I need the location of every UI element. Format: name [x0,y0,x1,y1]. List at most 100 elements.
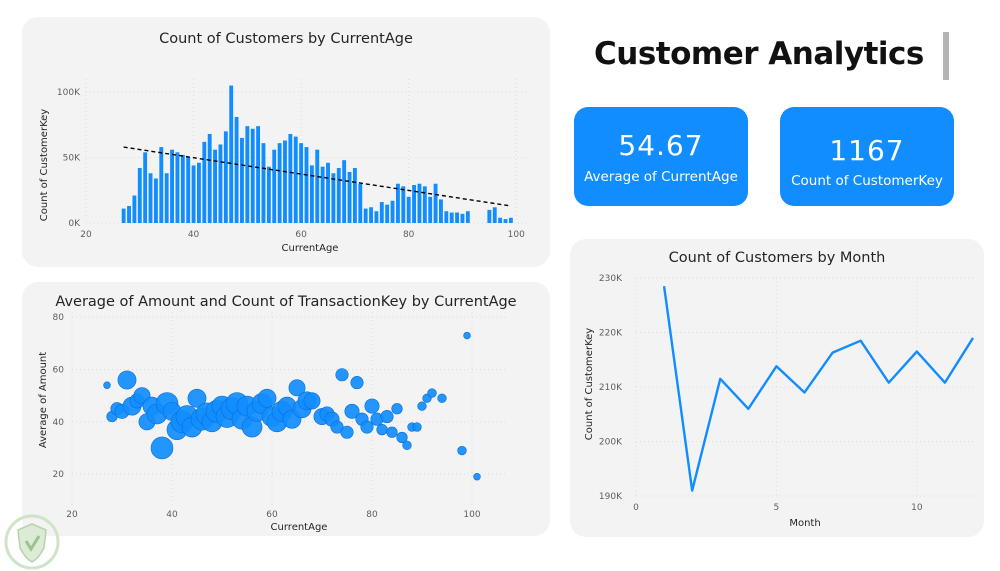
histogram-bar [213,149,218,223]
amount-scatter-title: Average of Amount and Count of Transacti… [55,294,517,310]
histogram-bar [369,207,373,223]
amount-scatter-ylabel: Average of Amount [38,352,49,448]
y-tick-label: 80 [53,313,65,323]
y-tick-label: 60 [53,366,65,376]
histogram-bar [256,126,261,223]
histogram-bar [315,149,320,223]
histogram-bar [164,173,169,223]
month-line-card: Count of Customers by Month Count of Cus… [570,239,984,537]
y-tick-label: 230K [599,274,623,284]
histogram-bar [326,162,330,223]
histogram-bar [250,128,255,223]
histogram-bar [245,126,250,223]
histogram-bar [121,208,126,223]
scatter-point [344,403,360,419]
scatter-point [288,379,306,397]
histogram-bar [127,205,131,223]
histogram-bar [320,166,325,223]
kpi-average-age-label: Average of CurrentAge [584,169,738,185]
y-tick-label: 0K [68,219,81,229]
histogram-bar [170,149,174,223]
histogram-bar [487,209,492,223]
x-tick-label: 80 [403,230,415,240]
y-tick-label: 220K [599,329,623,339]
scatter-point [376,424,388,436]
histogram-bar [309,165,314,223]
amount-scatter-chart[interactable]: Average of Amount CurrentAge 20 40 60 80 20 4… [22,282,550,536]
scatter-point [391,403,403,415]
month-line-chart[interactable]: Count of CustomerKey Month 190K 200K 210K 2… [570,239,984,537]
histogram-bar [336,168,341,223]
scatter-point [187,388,207,408]
page-title: Customer Analytics [594,36,924,72]
histogram-bar [186,157,191,223]
histogram-bar [444,211,449,223]
histogram-bar [433,183,438,223]
histogram-bar [406,196,411,223]
histogram-bar [412,185,416,223]
histogram-bar [175,152,180,223]
month-line-xlabel: Month [789,518,820,529]
histogram-bar [283,140,287,223]
kpi-average-age-card[interactable]: 54.67 Average of CurrentAge [574,107,748,206]
y-tick-label: 40 [53,418,65,428]
histogram-bar [288,133,293,223]
histogram-bar [202,141,207,223]
histogram-bar [299,143,304,223]
histogram-bar [401,186,406,223]
y-tick-label: 100K [57,88,81,98]
scatter-point [103,381,111,389]
histogram-bar [449,212,454,223]
scatter-point [150,436,174,460]
kpi-customer-count-label: Count of CustomerKey [791,173,943,189]
histogram-bar [137,168,142,223]
age-histogram-title: Count of Customers by CurrentAge [159,31,413,47]
scatter-point [473,473,481,481]
kpi-customer-count-card[interactable]: 1167 Count of CustomerKey [780,107,954,206]
histogram-bar [358,183,363,223]
x-tick-label: 0 [633,503,639,513]
histogram-bar [422,186,427,223]
histogram-bar [277,143,282,223]
age-histogram-chart[interactable]: Count of CustomerKey CurrentAge 0K 50K 100… [22,17,550,267]
histogram-bar [132,195,137,223]
amount-scatter-card: Average of Amount and Count of Transacti… [22,282,550,536]
scatter-point [117,370,137,390]
kpi-average-age-value: 54.67 [618,129,704,162]
y-tick-label: 50K [63,154,81,164]
x-tick-label: 40 [166,510,178,520]
title-divider [943,32,949,80]
scatter-point [396,431,408,444]
histogram-bar [293,136,298,223]
scatter-point [463,331,471,340]
x-tick-label: 10 [911,503,923,513]
histogram-bar [428,196,433,223]
histogram-bar [207,133,212,223]
histogram-bar [304,147,309,223]
histogram-bar [331,173,336,223]
histogram-bar [503,219,508,223]
histogram-bar [261,143,266,223]
histogram-bar [379,202,384,223]
y-tick-label: 210K [599,383,623,393]
scatter-point [364,398,380,414]
scatter-point [257,388,277,408]
histogram-bar [266,166,271,223]
scatter-point [457,445,467,456]
histogram-bar [439,199,443,223]
amount-scatter-xlabel: CurrentAge [271,522,328,533]
x-tick-label: 5 [774,503,780,513]
histogram-bar [234,116,239,223]
series-line [662,286,975,492]
histogram-bar [390,200,395,223]
histogram-bar [395,183,400,223]
histogram-bar [347,171,352,223]
histogram-bar [272,149,277,223]
histogram-bar [143,152,148,223]
histogram-bar [498,217,503,223]
scatter-point [335,368,349,382]
kpi-customer-count-value: 1167 [829,134,905,167]
histogram-bar [508,217,513,223]
histogram-bar [417,183,422,223]
scatter-point [386,426,398,438]
